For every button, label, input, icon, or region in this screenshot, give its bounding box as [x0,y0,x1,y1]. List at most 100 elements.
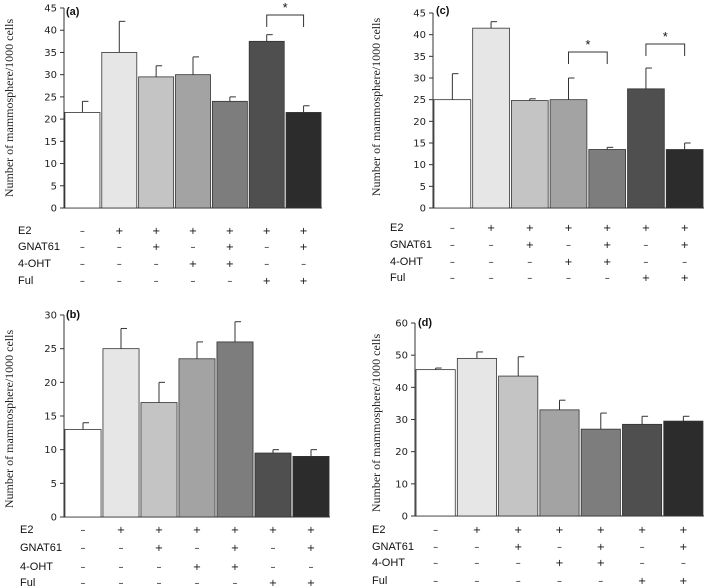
condition-symbol: + [642,273,650,284]
condition-symbol: – [233,578,238,588]
condition-symbol: + [679,525,687,536]
y-tick-label: 40 [44,26,57,37]
bar [175,74,211,209]
condition-symbol: – [119,543,124,554]
condition-symbol: + [307,578,315,588]
condition-symbol: + [526,223,534,234]
y-tick-label: 20 [44,115,57,126]
condition-symbol: + [638,576,646,587]
significance-star: * [663,29,668,44]
condition-symbol: – [80,276,85,287]
condition-label: E2 [20,524,33,536]
condition-symbol: + [473,525,481,536]
bar [216,341,254,518]
condition-symbol: – [566,273,571,284]
condition-symbol: + [226,226,234,237]
condition-symbol: – [80,259,85,270]
condition-symbol: – [682,257,687,268]
condition-symbol: – [605,273,610,284]
condition-symbol: – [433,542,438,553]
condition-symbol: + [269,525,277,536]
bar [663,420,704,517]
condition-symbol: + [638,525,646,536]
bar [64,112,101,209]
y-tick-label: 30 [413,74,426,85]
condition-symbol: – [81,562,86,573]
panel-a: 0 5 10 15 20 25 30 35 40 45 Number of mammosphere/… [2,0,322,287]
y-tick-label: 0 [51,204,57,215]
condition-label: GNAT61 [18,241,60,253]
condition-symbol: – [191,276,196,287]
condition-label: Ful [18,275,33,287]
condition-symbol: – [681,558,686,569]
condition-symbol: – [450,240,455,251]
bar [254,452,292,518]
panel-b: 0 5 10 15 20 25 30 Number of mammosphere/1000 c… [2,309,330,588]
condition-symbol: – [117,242,122,253]
y-tick-label: 5 [51,479,57,490]
condition-symbol: + [299,226,307,237]
condition-symbol: + [603,240,611,251]
condition-symbol: – [271,562,276,573]
y-tick-label: 10 [44,159,57,170]
condition-symbol: + [680,223,688,234]
condition-symbol: – [527,273,532,284]
condition-symbol: – [598,576,603,587]
condition-symbol: – [489,273,494,284]
y-tick-label: 0 [420,204,426,215]
condition-symbol: – [271,543,276,554]
y-tick-label: 10 [395,479,408,490]
y-tick-label: 15 [44,412,57,423]
condition-symbol: + [597,525,605,536]
bar [102,348,140,518]
condition-symbol: + [299,276,307,287]
condition-symbol: + [226,259,234,270]
y-axis-title: Number of mammosphere/1000 cells [2,19,16,198]
condition-symbol: + [307,543,315,554]
condition-label: 4-OHT [20,561,53,573]
bar [433,99,472,209]
condition-symbol: + [193,562,201,573]
y-tick-label: 15 [44,137,57,148]
condition-symbol: – [227,276,232,287]
condition-symbol: – [527,257,532,268]
condition-symbol: – [433,576,438,587]
condition-symbol: – [191,242,196,253]
condition-symbol: + [152,226,160,237]
bar [627,88,665,209]
condition-symbol: – [489,240,494,251]
condition-symbol: – [117,259,122,270]
condition-symbol: + [263,276,271,287]
significance-star: * [585,37,590,52]
bar [415,369,456,517]
y-tick-label: 30 [44,311,57,322]
bar [211,100,248,209]
panel-label: (b) [66,309,80,321]
condition-symbol: + [526,240,534,251]
y-tick-label: 25 [44,92,57,103]
bar [178,358,216,518]
condition-symbol: – [557,542,562,553]
condition-symbol: – [301,259,306,270]
y-tick-label: 20 [44,378,57,389]
condition-symbol: – [474,558,479,569]
panel-label: (a) [66,6,80,18]
condition-label: Ful [372,575,387,587]
condition-symbol: + [231,525,239,536]
condition-symbol: + [680,240,688,251]
condition-label: 4-OHT [390,256,423,268]
y-tick-label: 15 [413,139,426,150]
condition-symbol: + [299,242,307,253]
condition-symbol: – [117,276,122,287]
condition-symbol: + [226,242,234,253]
condition-symbol: + [269,578,277,588]
condition-symbol: – [640,558,645,569]
condition-symbol: + [189,259,197,270]
condition-symbol: + [115,226,123,237]
condition-symbol: + [555,525,563,536]
condition-symbol: + [555,558,563,569]
significance-bracket [266,14,305,27]
condition-symbol: + [642,223,650,234]
condition-symbol: + [679,542,687,553]
